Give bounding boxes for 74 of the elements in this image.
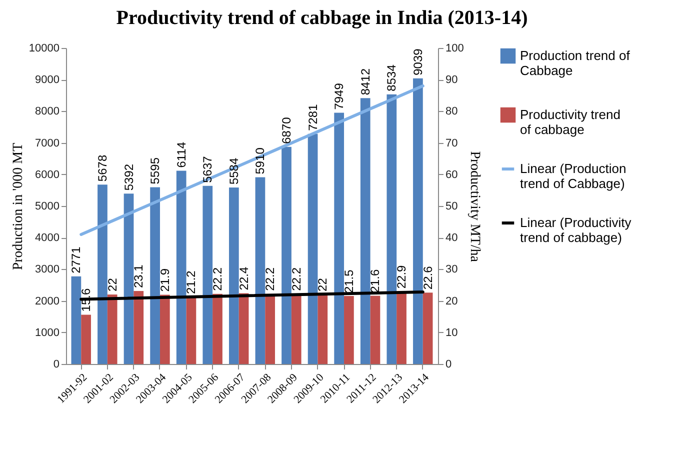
y-tick-label: 10000 — [28, 42, 60, 54]
bar — [334, 112, 344, 364]
y2-tick-label: 0 — [446, 358, 452, 370]
legend-label: Linear (Productivity trend of cabbage) — [520, 215, 632, 245]
data-label: 21.2 — [184, 270, 198, 294]
y2-tick-label: 50 — [446, 200, 458, 212]
data-label: 5595 — [148, 157, 162, 184]
bar — [396, 292, 406, 364]
data-label: 5392 — [122, 164, 136, 191]
y2-tick-label: 70 — [446, 137, 458, 150]
data-label: 22.6 — [420, 266, 435, 290]
y-tick-label: 0 — [53, 358, 60, 370]
bar — [370, 296, 380, 364]
y-tick-label: 5000 — [35, 200, 60, 212]
data-label: 22.2 — [289, 267, 304, 291]
data-label: 2771 — [69, 246, 84, 274]
data-label: 7281 — [306, 104, 320, 131]
data-label: 6114 — [174, 142, 188, 168]
y-tick-label: 4000 — [35, 232, 60, 244]
bar — [255, 177, 266, 364]
bar — [308, 134, 318, 364]
y2-tick-label: 10 — [446, 326, 458, 339]
bar — [228, 188, 239, 364]
data-label: 5637 — [200, 156, 215, 183]
bar — [282, 146, 292, 364]
data-label: 6870 — [280, 116, 294, 144]
y-tick-label: 6000 — [35, 168, 60, 181]
y2-tick-label: 80 — [446, 106, 458, 118]
y2-tick-label: 30 — [446, 264, 458, 276]
bar — [202, 186, 213, 364]
y2-axis-title: Productivity MT/ha — [466, 151, 482, 263]
data-label: 22 — [316, 278, 330, 292]
data-label: 7949 — [332, 82, 346, 110]
data-label: 22.4 — [236, 266, 251, 290]
data-label: 5678 — [95, 154, 110, 182]
bar — [318, 294, 328, 364]
bar — [98, 184, 108, 364]
y-tick-label: 1000 — [35, 326, 60, 339]
data-label: 22.9 — [394, 264, 409, 289]
bar — [344, 296, 354, 364]
legend-label: Productivity trend of cabbage — [520, 107, 620, 137]
bar — [386, 94, 397, 364]
bar — [150, 187, 160, 364]
y-tick-label: 8000 — [35, 106, 60, 118]
legend-label: Production trend of Cabbage — [520, 48, 630, 78]
y-axis-title: Production in '000 MT — [10, 142, 26, 270]
y-tick-label: 3000 — [35, 264, 60, 276]
y-tick-label: 9000 — [35, 74, 60, 86]
legend-label: Linear (Production trend of Cabbage) — [520, 161, 626, 191]
y2-tick-label: 20 — [446, 295, 458, 308]
y2-tick-label: 90 — [446, 74, 458, 86]
data-label: 21.5 — [342, 269, 356, 294]
data-label: 22.2 — [210, 267, 224, 291]
data-label: 22.2 — [263, 267, 278, 291]
data-label: 8412 — [358, 68, 372, 96]
data-label: 5584 — [226, 158, 241, 185]
data-label: 5910 — [253, 147, 268, 174]
chart-title: Productivity trend of cabbage in India (2013-14) — [116, 7, 528, 29]
data-label: 22 — [105, 278, 120, 292]
y2-tick-label: 40 — [446, 232, 458, 244]
y-tick-label: 7000 — [35, 137, 60, 150]
y2-tick-label: 100 — [446, 42, 464, 54]
bar — [360, 98, 370, 364]
data-label: 23.1 — [132, 264, 146, 288]
bar — [124, 194, 134, 364]
bar — [176, 170, 186, 364]
y-tick-label: 2000 — [35, 295, 60, 308]
bar — [422, 292, 433, 364]
data-label: 8534 — [384, 64, 399, 92]
y2-tick-label: 60 — [446, 168, 458, 181]
bar — [413, 78, 423, 364]
data-label: 9039 — [410, 48, 425, 76]
data-label: 21.6 — [368, 269, 382, 293]
data-label: 21.9 — [158, 268, 172, 292]
